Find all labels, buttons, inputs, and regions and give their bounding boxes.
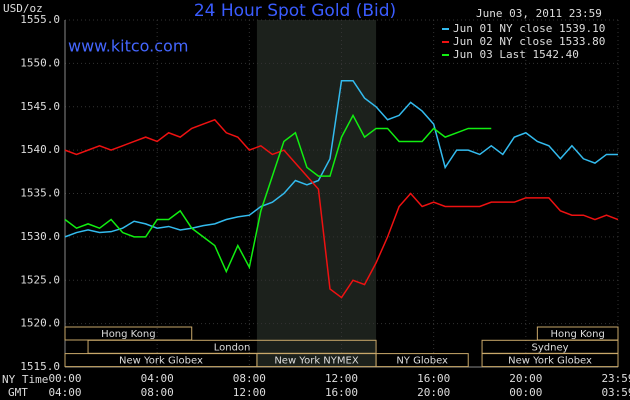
x-tick-label: 12:00	[325, 372, 358, 385]
x2-tick-label: 16:00	[325, 386, 358, 399]
x2-tick-label: 03:59	[601, 386, 630, 399]
x2-axis-label: GMT	[8, 386, 28, 399]
session-label: New York NYMEX	[274, 356, 359, 367]
x2-tick-label: 12:00	[233, 386, 266, 399]
x2-tick-label: 00:00	[509, 386, 542, 399]
y-tick-label: 1540.0	[20, 143, 60, 156]
y-tick-label: 1555.0	[20, 13, 60, 26]
y-tick-label: 1520.0	[20, 317, 60, 330]
session-label: Hong Kong	[550, 329, 604, 340]
session-label: Sydney	[532, 342, 569, 353]
session-box	[375, 353, 469, 368]
session-box	[481, 353, 619, 368]
y-tick-label: 1545.0	[20, 100, 60, 113]
x-tick-label: 16:00	[417, 372, 450, 385]
chart-date: June 03, 2011 23:59	[476, 7, 602, 20]
y-axis-label: USD/oz	[3, 2, 43, 15]
y-tick-label: 1525.0	[20, 273, 60, 286]
session-label: London	[214, 342, 251, 353]
x-tick-label: 23:59	[601, 372, 630, 385]
watermark: www.kitco.com	[68, 37, 188, 56]
y-tick-label: 1535.0	[20, 187, 60, 200]
highlight-band	[256, 20, 377, 367]
y-tick-label: 1530.0	[20, 230, 60, 243]
legend-label: Jun 02 NY close 1533.80	[453, 35, 605, 48]
x-tick-label: 04:00	[141, 372, 174, 385]
x-axis-label: NY Time	[2, 373, 48, 386]
x2-tick-label: 20:00	[417, 386, 450, 399]
series-line	[64, 113, 492, 274]
legend-label: Jun 01 NY close 1539.10	[453, 22, 605, 35]
session-label: NY Globex	[396, 356, 448, 367]
x2-tick-label: 08:00	[141, 386, 174, 399]
x-tick-label: 08:00	[233, 372, 266, 385]
x-tick-label: 00:00	[48, 372, 81, 385]
x2-tick-label: 04:00	[48, 386, 81, 399]
series-line	[64, 118, 619, 299]
session-label: New York Globex	[508, 356, 592, 367]
series-line	[64, 79, 618, 238]
session-label: New York Globex	[119, 356, 203, 367]
x-tick-label: 20:00	[509, 372, 542, 385]
session-label: Hong Kong	[101, 329, 155, 340]
chart-title: 24 Hour Spot Gold (Bid)	[194, 1, 396, 21]
y-tick-label: 1550.0	[20, 56, 60, 69]
legend-label: Jun 03 Last 1542.40	[453, 48, 579, 61]
y-tick-label: 1515.0	[20, 360, 60, 373]
